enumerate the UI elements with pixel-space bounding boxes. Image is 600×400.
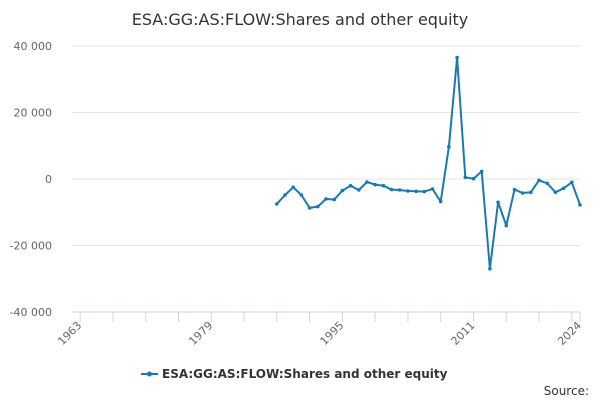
data-point[interactable] [512, 187, 517, 192]
data-series [275, 55, 582, 271]
data-point[interactable] [340, 188, 345, 193]
data-point[interactable] [561, 186, 566, 191]
data-point[interactable] [479, 169, 484, 174]
data-point[interactable] [357, 188, 361, 192]
data-point[interactable] [504, 223, 509, 228]
data-point[interactable] [324, 197, 328, 201]
data-point[interactable] [455, 55, 459, 60]
y-tick-label: 40 000 [14, 40, 53, 53]
data-point[interactable] [307, 206, 312, 210]
legend-marker-icon [147, 371, 152, 377]
data-point[interactable] [316, 204, 320, 209]
y-tick-label: 0 [45, 173, 52, 186]
x-tick-label: 2011 [449, 319, 478, 348]
data-point[interactable] [430, 187, 435, 191]
data-point[interactable] [348, 183, 353, 188]
data-point[interactable] [381, 183, 386, 188]
data-point[interactable] [299, 193, 304, 197]
source-label: Source: [544, 384, 589, 398]
y-tick-label: 20 000 [14, 107, 53, 120]
data-point[interactable] [397, 188, 402, 192]
data-point[interactable] [570, 180, 574, 185]
x-tick-label: 2024 [555, 319, 584, 348]
data-point[interactable] [365, 180, 369, 184]
x-tick-label: 1963 [55, 319, 84, 348]
data-point[interactable] [332, 197, 337, 202]
data-point[interactable] [291, 185, 296, 190]
data-point[interactable] [283, 193, 287, 197]
x-tick-label: 1979 [186, 319, 215, 348]
y-tick-label: -20 000 [10, 240, 52, 253]
data-point[interactable] [463, 175, 468, 180]
series-line [276, 56, 581, 270]
gridlines [72, 45, 580, 313]
data-point[interactable] [373, 182, 378, 187]
data-point[interactable] [578, 203, 582, 207]
data-point[interactable] [529, 190, 533, 195]
data-point[interactable] [488, 267, 492, 271]
data-point[interactable] [537, 178, 541, 183]
chart-title: ESA:GG:AS:FLOW:Shares and other equity [132, 10, 469, 29]
data-point[interactable] [438, 199, 443, 204]
data-point[interactable] [422, 189, 427, 194]
data-point[interactable] [406, 189, 410, 193]
x-axis: 1963 1979 1995 2011 2024 [55, 311, 584, 348]
data-point[interactable] [447, 144, 451, 149]
data-point[interactable] [414, 189, 418, 194]
data-point[interactable] [471, 176, 476, 181]
data-point[interactable] [553, 190, 558, 195]
legend[interactable]: ESA:GG:AS:FLOW:Shares and other equity [141, 367, 448, 381]
data-point[interactable] [275, 202, 279, 206]
y-axis: 40 000 20 000 0 -20 000 -40 000 [10, 40, 52, 319]
x-tick-label: 1995 [318, 319, 347, 348]
data-point[interactable] [545, 181, 549, 186]
data-point[interactable] [389, 187, 394, 192]
y-tick-label: -40 000 [10, 306, 52, 319]
data-point[interactable] [520, 191, 525, 195]
data-point[interactable] [496, 200, 500, 205]
legend-label: ESA:GG:AS:FLOW:Shares and other equity [162, 367, 448, 381]
